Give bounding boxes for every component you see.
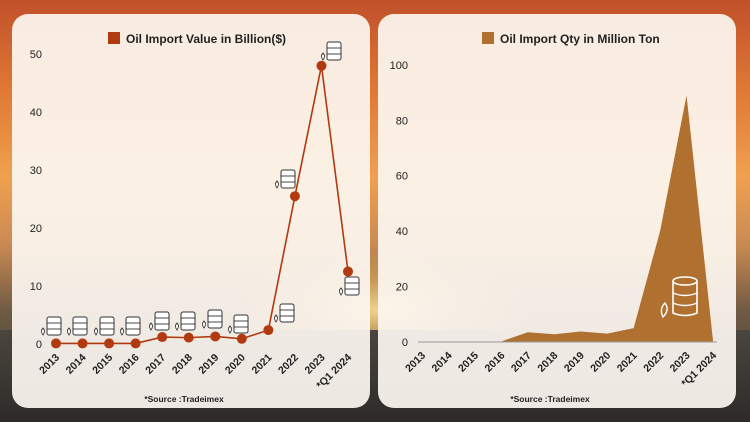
data-point-2015	[104, 338, 115, 349]
x-tick-label-7: 2020	[588, 350, 613, 375]
legend-swatch	[482, 32, 494, 44]
y-tick-label-1: 20	[396, 282, 408, 294]
qty-area-series	[422, 95, 713, 342]
y-tick-label-4: 80	[396, 115, 408, 127]
legend-label: Oil Import Qty in Million Ton	[500, 32, 660, 46]
data-point-2021	[263, 325, 274, 336]
data-point-2020	[236, 333, 247, 344]
data-point-*Q1 2024	[343, 266, 353, 277]
oil-barrel-icon	[228, 314, 249, 334]
oil-barrel-icon	[120, 316, 141, 336]
oil-import-qty-panel: Oil Import Qty in Million Ton 0 20 40 60 80 10…	[378, 14, 736, 408]
x-tick-label-3: 2016	[482, 350, 507, 375]
x-tick-label-9: 2022	[641, 350, 666, 375]
legend: Oil Import Value in Billion($)	[108, 32, 286, 46]
data-point-2018	[183, 332, 194, 343]
x-tick-label-0: 2013	[403, 350, 428, 375]
y-tick-label-5: 100	[390, 60, 408, 72]
oil-import-qty-chart: Oil Import Qty in Million Ton 0 20 40 60 80 10…	[390, 32, 719, 404]
y-tick-label-0: 0	[36, 339, 42, 351]
data-point-2022	[289, 191, 300, 202]
source-note: *Source :Tradeimex	[144, 394, 224, 404]
y-tick-label-5: 50	[30, 49, 42, 61]
data-point-2016	[130, 338, 141, 349]
x-tick-label-1: 2014	[430, 350, 455, 375]
data-point-2019	[210, 331, 221, 342]
x-tick-label-1: 2014	[64, 352, 89, 377]
x-tick-label-3: 2016	[117, 352, 142, 377]
x-tick-label-4: 2017	[143, 352, 168, 377]
x-tick-label-4: 2017	[509, 350, 534, 375]
y-tick-label-1: 10	[30, 281, 42, 293]
oil-barrel-icon	[321, 41, 342, 61]
oil-barrel-icon	[275, 169, 296, 189]
y-tick-label-3: 30	[30, 165, 42, 177]
y-tick-label-2: 20	[30, 223, 42, 235]
oil-barrel-icon	[175, 311, 196, 331]
x-tick-label-2: 2015	[90, 352, 115, 377]
x-tick-label-9: 2022	[276, 352, 301, 377]
legend-swatch	[108, 32, 120, 44]
oil-barrel-icon	[202, 309, 223, 329]
legend-label: Oil Import Value in Billion($)	[126, 32, 286, 46]
x-tick-label-5: 2018	[170, 352, 195, 377]
x-tick-label-2: 2015	[456, 350, 481, 375]
data-point-2013	[51, 338, 61, 349]
y-tick-label-2: 40	[396, 226, 408, 238]
x-tick-label-8: 2021	[249, 352, 274, 377]
y-tick-label-3: 60	[396, 171, 408, 183]
oil-import-value-chart: Oil Import Value in Billion($) 0 10 20 30 40 5…	[30, 32, 360, 404]
oil-barrel-icon	[339, 276, 360, 296]
x-tick-label-6: 2019	[562, 350, 587, 375]
data-point-2017	[157, 332, 168, 343]
legend: Oil Import Qty in Million Ton	[482, 32, 660, 46]
source-note: *Source :Tradeimex	[510, 394, 590, 404]
x-tick-label-5: 2018	[535, 350, 560, 375]
oil-import-value-panel: Oil Import Value in Billion($) 0 10 20 30 40 5…	[12, 14, 370, 408]
oil-barrel-icon	[41, 316, 62, 336]
oil-barrel-icon	[274, 303, 295, 323]
oil-barrel-icon	[67, 316, 88, 336]
x-tick-label-7: 2020	[223, 352, 248, 377]
y-tick-label-4: 40	[30, 107, 42, 119]
x-tick-label-6: 2019	[196, 352, 221, 377]
x-tick-label-8: 2021	[615, 350, 640, 375]
data-point-2023	[316, 60, 327, 71]
oil-barrel-icon	[149, 311, 170, 331]
oil-barrel-icon	[94, 316, 115, 336]
y-tick-label-0: 0	[402, 337, 408, 349]
data-point-2014	[77, 338, 88, 349]
value-line-series	[56, 65, 349, 345]
oil-barrel-icon	[660, 276, 698, 319]
x-tick-label-0: 2013	[37, 352, 62, 377]
